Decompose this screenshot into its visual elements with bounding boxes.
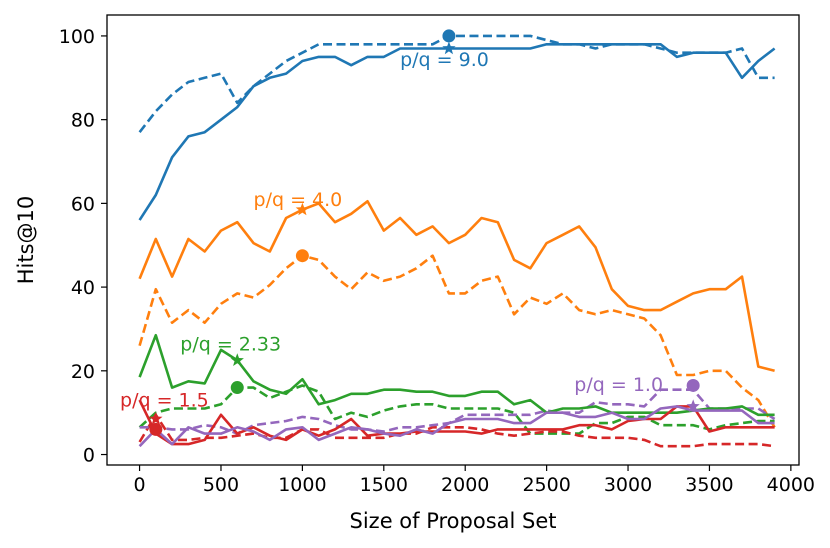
ticks: 0 500 1000 1500 2000 2500 3000 3500 4000 0 20 40 60 8… [59,26,815,496]
series-star-marker-0 [442,41,456,55]
x-tick-label: 1500 [360,474,408,496]
x-tick-label: 2000 [441,474,489,496]
axes-frame [106,14,800,466]
series-annotation-1: p/q = 4.0 [254,189,343,211]
x-axis-label: Size of Proposal Set [350,509,557,533]
x-tick-label: 3000 [604,474,652,496]
x-tick-label: 1000 [278,474,326,496]
series-line-solid-1 [138,200,775,373]
series-star-marker-1 [295,202,309,216]
x-tick-label: 3500 [685,474,733,496]
series-star-marker-4 [686,399,700,413]
y-tick-label: 80 [71,110,95,132]
series-dot-marker-4 [686,378,700,392]
x-tick-label: 2500 [522,474,570,496]
series-dot-marker-3 [149,422,163,436]
series-annotation-4: p/q = 1.0 [574,374,663,396]
series-dot-marker-1 [295,249,309,263]
series-annotation-0: p/q = 9.0 [400,49,489,71]
x-tick-label: 0 [134,474,146,496]
y-tick-label: 40 [71,277,95,299]
series-star-marker-2 [230,353,244,366]
x-tick-label: 500 [203,474,239,496]
series-line-dashed-3 [138,413,775,448]
y-tick-label: 20 [71,361,95,383]
y-tick-label: 0 [83,445,95,467]
y-tick-label: 100 [59,26,95,48]
series-line-dashed-1 [138,254,776,428]
series-annotation-2: p/q = 2.33 [180,334,281,356]
y-tick-label: 60 [71,193,95,215]
series-star-marker-3 [149,412,163,425]
plot-area [138,29,776,448]
x-tick-label: 4000 [767,474,815,496]
series-dot-marker-0 [442,29,456,43]
series-line-dashed-2 [138,384,775,435]
y-axis-label: Hits@10 [14,196,38,285]
series-line-solid-0 [138,42,776,221]
series-line-solid-4 [138,405,775,448]
series-annotation-3: p/q = 1.5 [120,389,209,411]
series-dot-marker-2 [230,381,244,395]
